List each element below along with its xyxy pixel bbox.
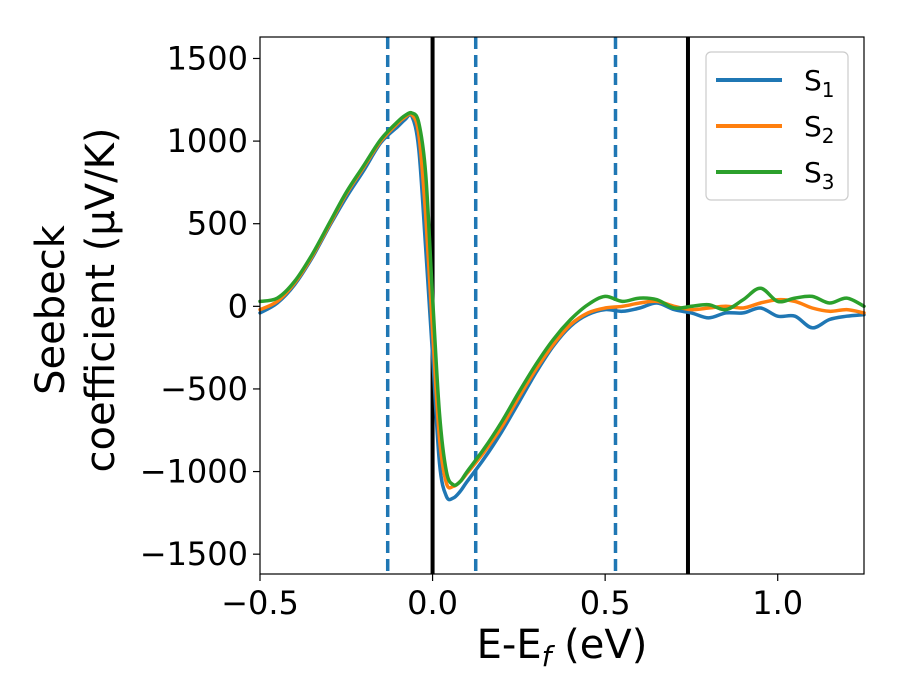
- legend: S1 S2 S3: [705, 51, 849, 201]
- y-axis-label-line2: coefficient (μV/K): [78, 128, 124, 473]
- y-tick-label: −1500: [140, 535, 248, 573]
- x-tick-label: 0.5: [580, 584, 631, 622]
- x-tick-label: 1.0: [752, 584, 803, 622]
- legend-label-s2: S2: [804, 110, 835, 148]
- y-axis-label-line1: Seebeck: [28, 224, 74, 395]
- legend-label-s1: S1: [804, 64, 835, 102]
- y-tick-label: 1000: [167, 122, 248, 160]
- y-tick-label: −500: [160, 370, 248, 408]
- series-line-s3: [258, 110, 866, 488]
- legend-label-s3: S3: [804, 156, 835, 194]
- y-tick-label: 1500: [167, 39, 248, 77]
- y-tick-label: 500: [187, 205, 248, 243]
- y-tick-label: −1000: [140, 453, 248, 491]
- x-tick-label: 0.0: [407, 584, 458, 622]
- plot-frame: [259, 36, 865, 575]
- x-axis-ticks: −0.5 0.0 0.5 1.0: [221, 574, 803, 622]
- series-lines: [258, 110, 866, 502]
- y-axis-ticks: −1500 −1000 −500 0 500 1000 1500: [140, 39, 260, 573]
- x-axis-label-suffix: (eV): [551, 622, 647, 668]
- y-tick-label: 0: [228, 287, 248, 325]
- x-tick-label: −0.5: [221, 584, 299, 622]
- x-axis-label: E-Ef (eV): [477, 622, 648, 673]
